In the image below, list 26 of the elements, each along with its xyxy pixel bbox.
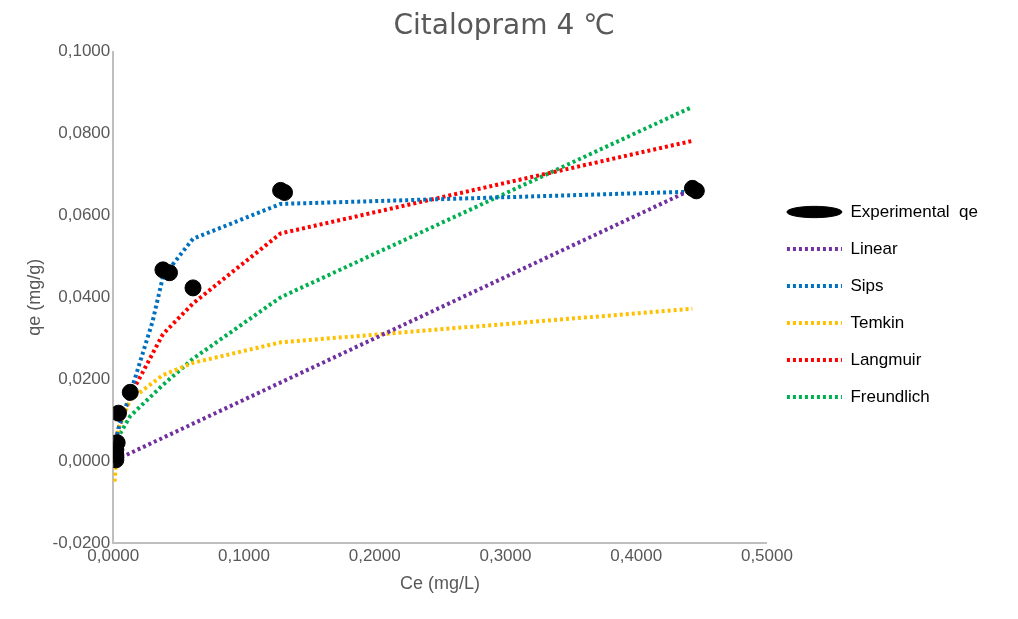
x-tick-label: 0,1000 [217,545,270,565]
legend-label: Linear [850,238,899,258]
x-tick-label: 0,3000 [479,545,532,565]
line-series [113,306,695,484]
y-tick-label: 0,0200 [58,368,111,388]
x-tick-label: 0,4000 [610,545,663,565]
chart-title: Citalopram 4 ℃ [393,8,615,42]
legend-label: Experimental qe [850,201,979,221]
x-tick-label: 0,5000 [740,545,793,565]
legend-label: Langmuir [850,349,922,369]
y-tick-label: 0,0400 [58,286,111,306]
point [184,279,202,297]
y-axis-title: qe (mg/g) [23,258,44,336]
y-tick-label: 0,0000 [58,450,111,470]
x-tick-label: 0,2000 [348,545,401,565]
point [276,183,294,201]
point [121,383,139,401]
legend-label: Freundlich [850,386,930,406]
point [687,182,705,200]
y-tick-label: 0,0600 [58,205,111,225]
y-tick-label: 0,1000 [58,41,111,61]
x-axis-title: Ce (mg/L) [400,573,481,594]
y-tick-label: 0,0800 [58,123,111,143]
legend-label: Temkin [850,312,905,332]
point [160,264,178,282]
legend-label: Sips [850,275,884,295]
